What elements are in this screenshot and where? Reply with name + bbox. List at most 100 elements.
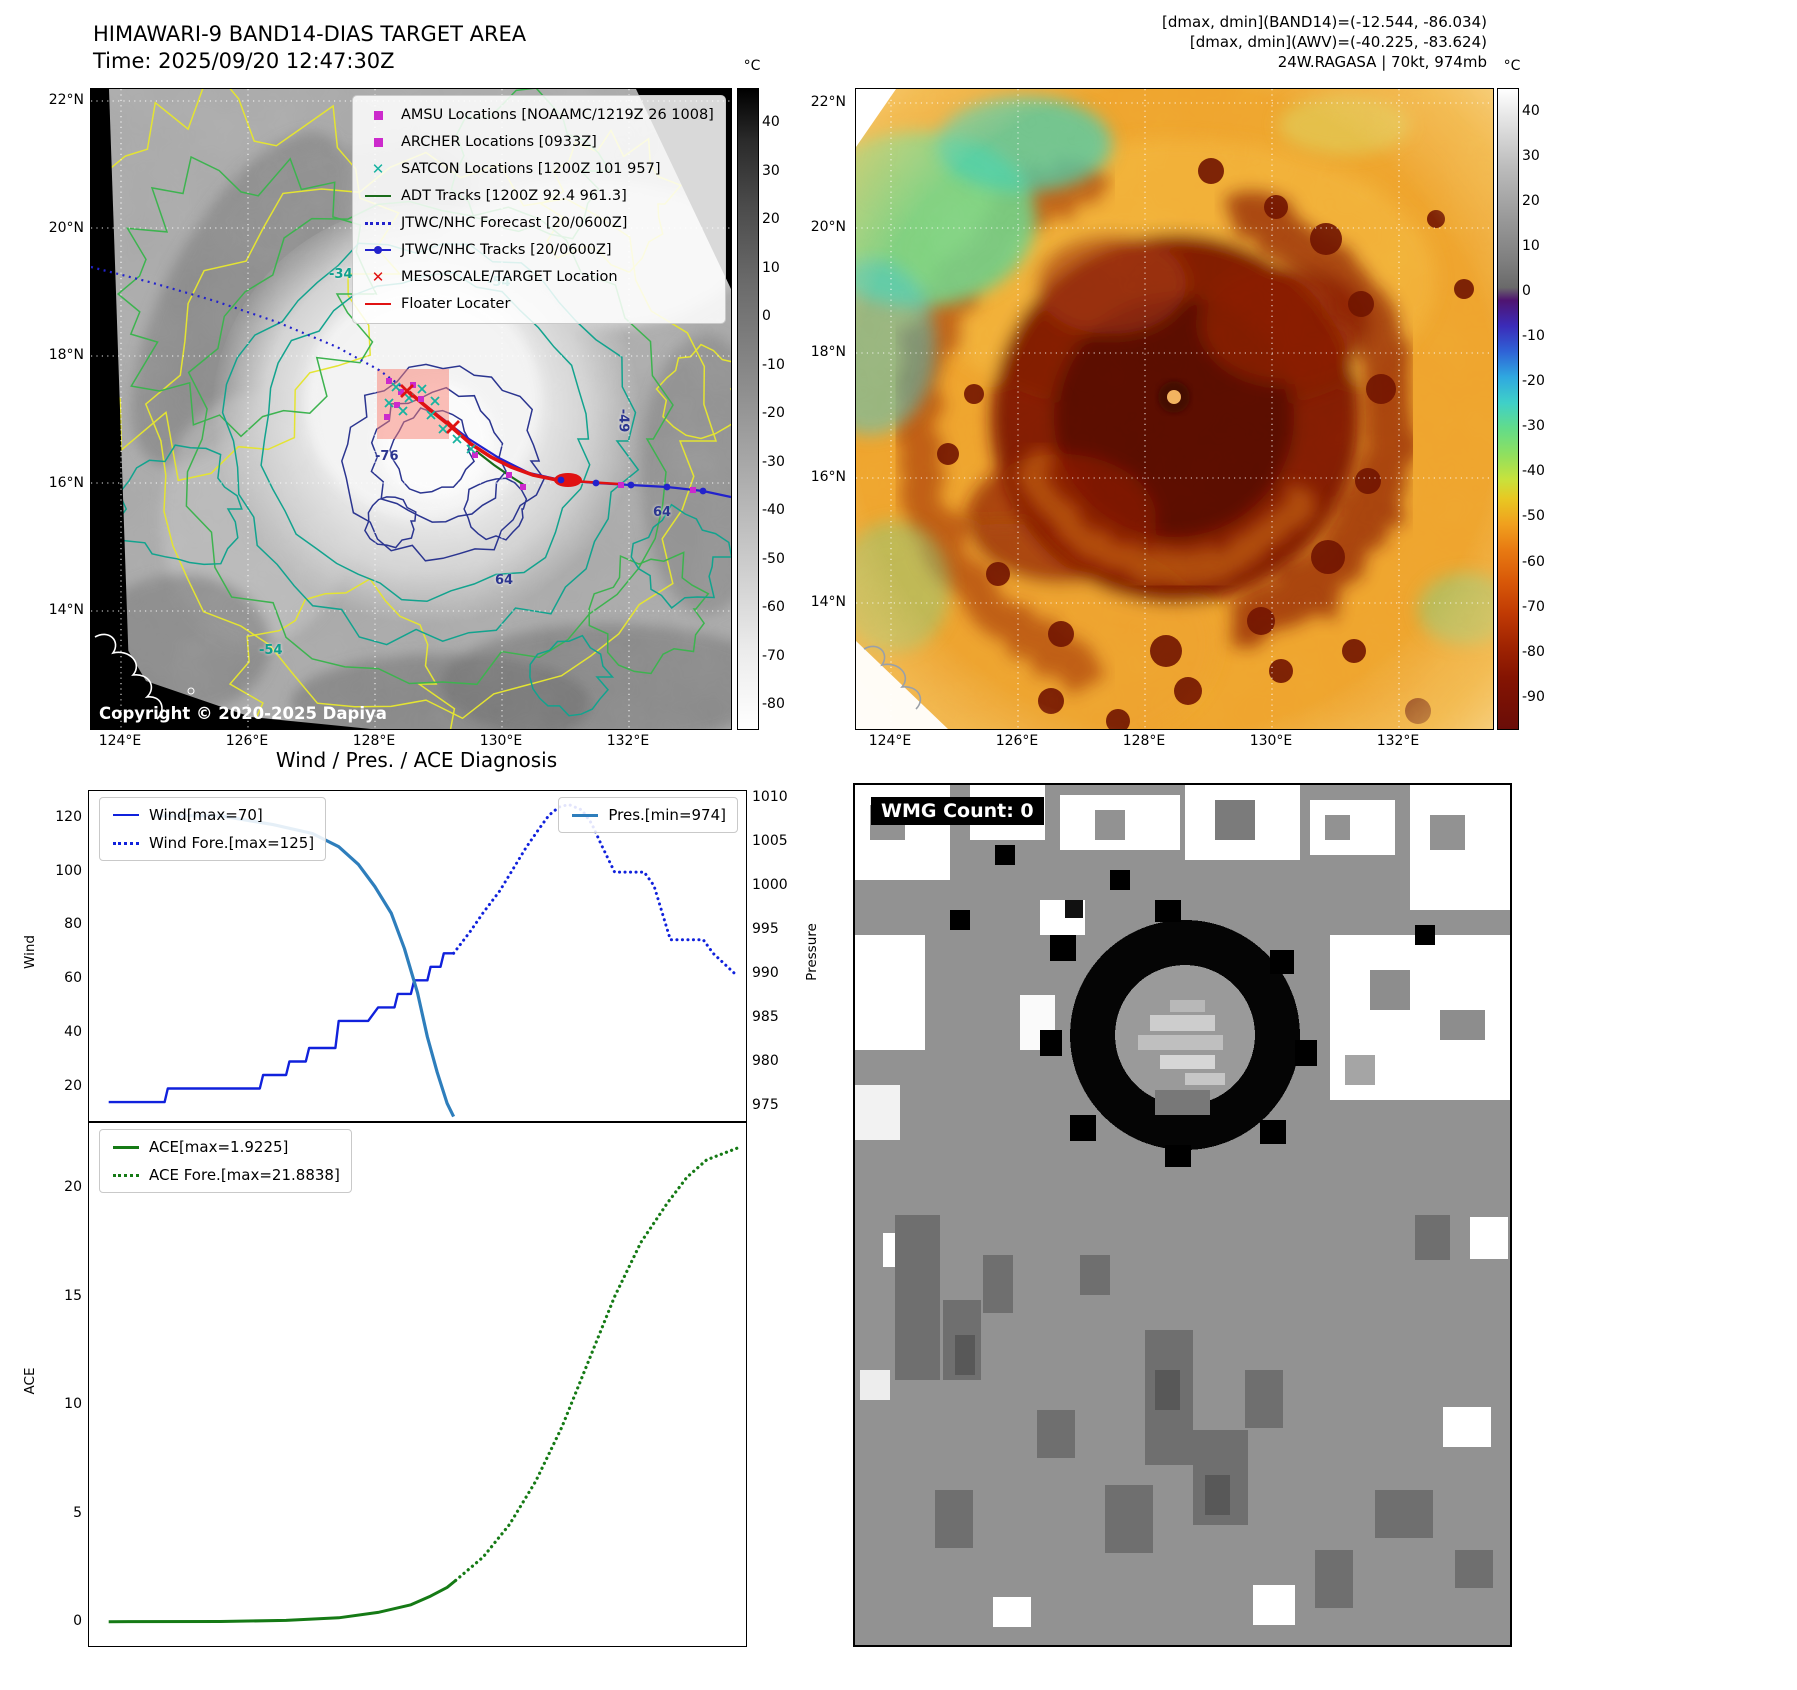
colorbar-tick: -70: [1522, 598, 1545, 615]
legend-label: Pres.[min=974]: [608, 806, 726, 824]
legend-item-archer: ARCHER Locations [0933Z]: [363, 131, 715, 153]
lat-tick: 18°N: [810, 344, 846, 360]
storm-id-intensity: 24W.RAGASA | 70kt, 974mb: [1277, 53, 1487, 71]
floater-line-icon: [363, 303, 393, 305]
dmax-dmin-awv: [dmax, dmin](AWV)=(-40.225, -83.624): [1189, 33, 1487, 51]
legend-item-wind-forecast: Wind Fore.[max=125]: [111, 833, 314, 853]
lat-tick: 14°N: [810, 594, 846, 610]
colorbar-tick: 40: [1522, 102, 1540, 119]
wind-forecast-dotted-icon: [111, 841, 141, 845]
colorbar-tick: -30: [1522, 418, 1545, 435]
colorbar-tick: 0: [1522, 282, 1531, 299]
lon-tick: 126°E: [995, 733, 1039, 749]
colorbar-tick: -70: [762, 647, 785, 664]
pressure-tick: 990: [752, 964, 779, 981]
adt-line-icon: [363, 195, 393, 197]
band14-panel-title: HIMAWARI-9 BAND14-DIAS TARGET AREA: [93, 22, 527, 46]
legend-item-satcon: ✕ SATCON Locations [1200Z 101 957]: [363, 158, 715, 180]
coastline: [863, 645, 922, 710]
legend-item-mesoscale: ✕ MESOSCALE/TARGET Location: [363, 266, 715, 288]
legend-label: ACE[max=1.9225]: [149, 1138, 289, 1156]
legend-label: Wind[max=70]: [149, 806, 263, 824]
lat-tick: 16°N: [810, 469, 846, 485]
series-observed: [108, 1579, 457, 1624]
pressure-tick: 1010: [752, 789, 788, 806]
colorbar-tick: 40: [762, 114, 780, 130]
colorbar-tick: -80: [1522, 643, 1545, 660]
wind-tick: 80: [64, 916, 82, 933]
colorbar-tick: 30: [762, 162, 780, 179]
contour-label: -34: [329, 267, 353, 282]
contour-label: 64: [495, 573, 514, 588]
mesoscale-target-markers: [400, 384, 460, 434]
wind-tick: 120: [55, 808, 82, 825]
series-observed: [108, 952, 454, 1104]
legend-item-ace: ACE[max=1.9225]: [111, 1137, 340, 1157]
lon-tick: 130°E: [479, 733, 523, 749]
lat-tick: 22°N: [810, 94, 846, 110]
wind-axis-label: Wind: [22, 935, 38, 969]
awv-satellite-image: [856, 89, 1493, 729]
forecast-dotted-line-icon: [363, 221, 393, 225]
lat-tick: 22°N: [48, 92, 84, 108]
ring-blocks: [1040, 900, 1317, 1167]
copyright-text: Copyright © 2020-2025 Dapiya: [99, 704, 387, 723]
pressure-tick: 980: [752, 1052, 779, 1069]
track-line-dot-icon: [363, 246, 393, 254]
legend-label: JTWC/NHC Forecast [20/0600Z]: [401, 215, 628, 231]
contour-label: -76: [375, 449, 399, 464]
legend-label: AMSU Locations [NOAAMC/1219Z 26 1008]: [401, 107, 714, 123]
legend-label: ARCHER Locations [0933Z]: [401, 134, 597, 150]
lat-tick: 20°N: [48, 219, 84, 236]
legend-item-adt: ADT Tracks [1200Z 92.4 961.3]: [363, 185, 715, 207]
pressure-legend: Pres.[min=974]: [558, 797, 738, 833]
band14-panel-time: Time: 2025/09/20 12:47:30Z: [93, 49, 395, 73]
colorbar-tick: -60: [762, 599, 785, 615]
awv-lon-axis: 124°E 126°E 128°E 130°E 132°E: [855, 733, 1492, 753]
colorbar-tick: -90: [1522, 688, 1545, 705]
band14-lon-axis: 124°E 126°E 128°E 130°E 132°E: [90, 733, 730, 753]
awv-map-panel: [855, 88, 1494, 730]
satcon-marker-icon: ✕: [371, 159, 385, 178]
colorbar-tick: -30: [762, 453, 785, 470]
ace-line-icon: [111, 1145, 141, 1149]
colorbar-tick: -40: [1522, 463, 1545, 480]
lon-tick: 124°E: [868, 733, 912, 749]
ace-chart: ACE[max=1.9225] ACE Fore.[max=21.8838]: [88, 1122, 747, 1647]
pressure-tick: 1000: [752, 876, 788, 893]
ace-legend: ACE[max=1.9225] ACE Fore.[max=21.8838]: [99, 1129, 352, 1193]
wmg-panel: WMG Count: 0: [853, 783, 1512, 1647]
legend-item-jtwc-forecast: JTWC/NHC Forecast [20/0600Z]: [363, 212, 715, 234]
legend-item-wind: Wind[max=70]: [111, 805, 314, 825]
amsu-marker-icon: [363, 110, 393, 120]
ace-axis-label: ACE: [22, 1367, 38, 1395]
target-x-icon: ✕: [371, 267, 385, 286]
pressure-tick: 1005: [752, 832, 788, 849]
legend-item-ace-forecast: ACE Fore.[max=21.8838]: [111, 1165, 340, 1185]
legend-label: Floater Locater: [401, 296, 511, 312]
legend-label: SATCON Locations [1200Z 101 957]: [401, 161, 661, 177]
coastline: [94, 633, 163, 720]
colorbar-tick: -40: [762, 502, 785, 518]
diagnosis-title: Wind / Pres. / ACE Diagnosis: [275, 748, 558, 772]
wind-legend: Wind[max=70] Wind Fore.[max=125]: [99, 797, 327, 861]
band14-map-legend: AMSU Locations [NOAAMC/1219Z 26 1008] AR…: [352, 95, 726, 324]
legend-item-pressure: Pres.[min=974]: [570, 805, 726, 825]
wmg-count-badge: WMG Count: 0: [871, 797, 1044, 825]
lon-tick: 126°E: [225, 733, 269, 749]
wind-line-icon: [111, 814, 141, 816]
colorbar-tick: -60: [1522, 553, 1545, 570]
awv-panel-header: [dmax, dmin](BAND14)=(-12.544, -86.034) …: [1162, 12, 1487, 72]
satcon-markers: [384, 382, 476, 454]
lat-tick: 18°N: [48, 347, 84, 363]
lat-tick: 20°N: [810, 219, 846, 235]
ace-forecast-dotted-icon: [111, 1173, 141, 1177]
colorbar-tick: 10: [1522, 237, 1540, 254]
legend-label: ADT Tracks [1200Z 92.4 961.3]: [401, 188, 627, 204]
wind-pressure-chart: Wind[max=70] Wind Fore.[max=125] Pres.[m…: [88, 790, 747, 1122]
colorbar-tick: -80: [762, 696, 785, 712]
lon-tick: 132°E: [606, 733, 650, 749]
ace-tick: 0: [73, 1613, 82, 1630]
ace-tick: 15: [64, 1287, 82, 1304]
